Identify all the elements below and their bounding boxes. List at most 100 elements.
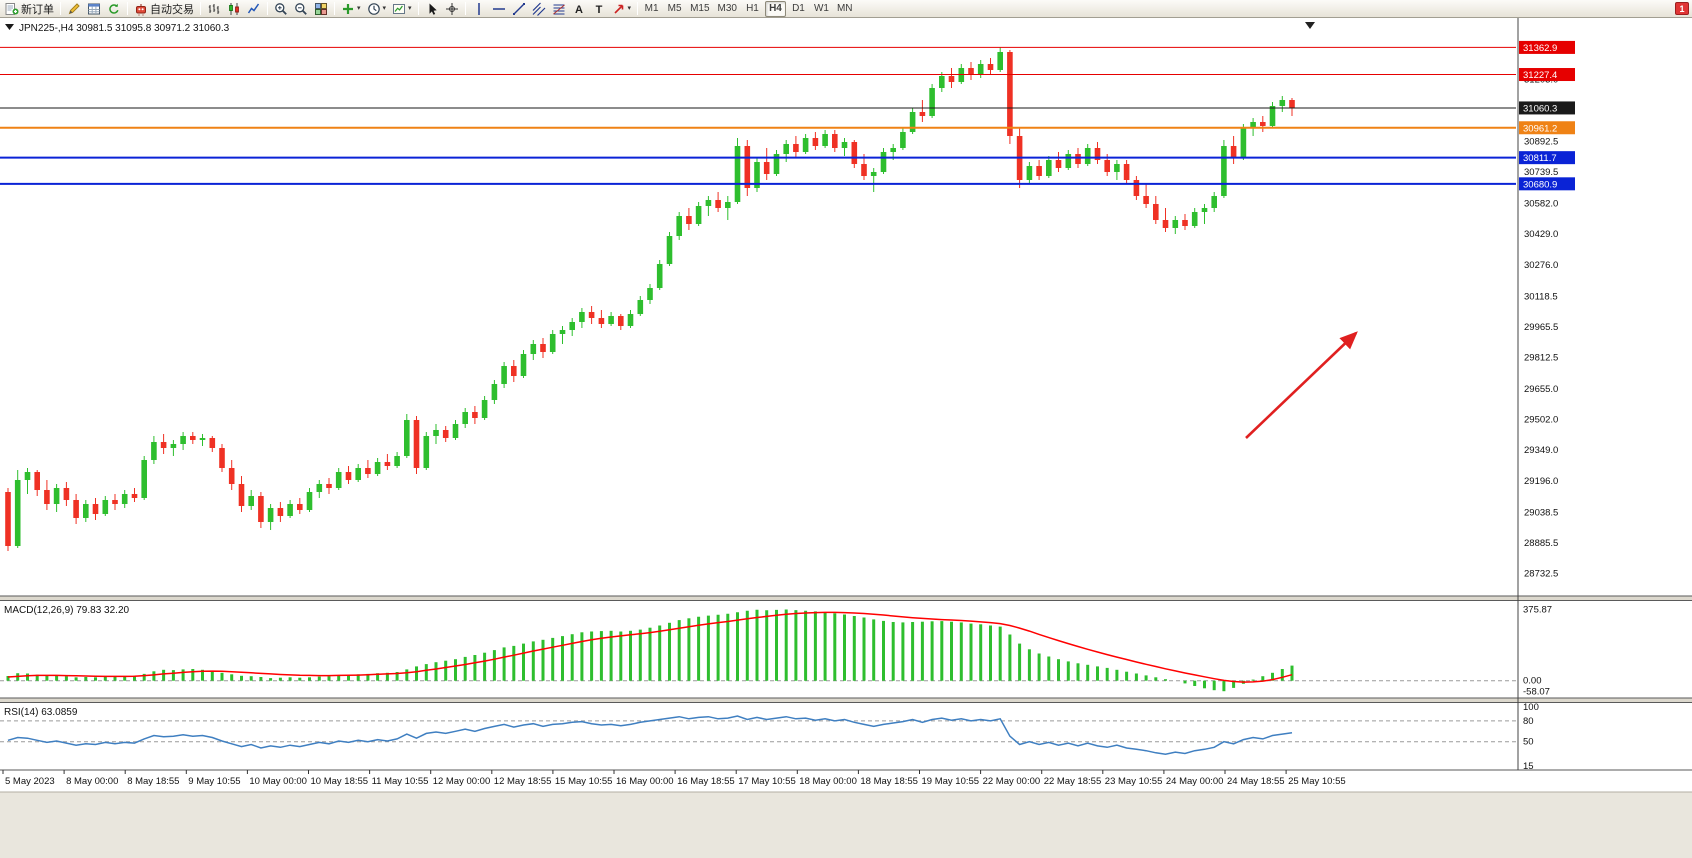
text-label-button[interactable]: T — [589, 1, 609, 17]
market-watch-button[interactable] — [84, 1, 104, 17]
candle — [394, 456, 400, 466]
time-axis-label: 16 May 18:55 — [677, 776, 735, 787]
tf-m30-button[interactable]: M30 — [715, 1, 740, 17]
tf-m5-button[interactable]: M5 — [664, 1, 685, 17]
price-axis[interactable] — [1519, 18, 1692, 770]
refresh-icon — [107, 2, 121, 16]
panel-splitter[interactable] — [0, 698, 1692, 703]
candle — [705, 200, 712, 206]
arrows-button[interactable]: ▾ — [609, 1, 635, 17]
vertical-line-button[interactable] — [469, 1, 489, 17]
candle — [442, 430, 449, 438]
trend-arrow-object[interactable] — [1245, 331, 1358, 439]
candle — [715, 200, 721, 208]
tf-w1-button[interactable]: W1 — [811, 1, 832, 17]
price-badge-text: 31227.4 — [1523, 70, 1557, 81]
candles-icon — [227, 2, 241, 16]
notification-badge[interactable]: 1 — [1675, 2, 1689, 15]
candle — [423, 436, 430, 468]
time-axis-label: 9 May 10:55 — [188, 776, 240, 787]
candle — [248, 496, 254, 506]
one-click-trading-toggle[interactable] — [5, 24, 14, 30]
candle — [832, 134, 838, 148]
chart-plot-area[interactable] — [0, 18, 1516, 596]
candle — [1172, 220, 1179, 228]
tf-d1-button-label: D1 — [792, 3, 805, 14]
time-axis[interactable] — [0, 770, 1692, 792]
candle — [267, 508, 274, 522]
candle — [501, 366, 507, 384]
horizontal-line-button[interactable] — [489, 1, 509, 17]
tf-m5-button-label: M5 — [667, 3, 682, 14]
price-axis-label: 30429.0 — [1524, 229, 1558, 240]
time-axis-label: 10 May 00:00 — [249, 776, 307, 787]
price-axis-label: 30739.5 — [1524, 167, 1558, 178]
fibonacci-button[interactable] — [549, 1, 569, 17]
tf-d1-button[interactable]: D1 — [788, 1, 809, 17]
tf-h4-button[interactable]: H4 — [764, 0, 786, 17]
support-line-upper-badge — [1519, 151, 1575, 165]
candle — [472, 412, 478, 418]
tf-m15-button[interactable]: M15 — [687, 1, 712, 17]
metaeditor-button[interactable] — [64, 1, 84, 17]
candle — [326, 484, 332, 488]
candle — [1084, 148, 1091, 164]
tiles-icon — [314, 2, 328, 16]
chart-window[interactable]: JPN225-,H4 30981.5 31095.8 30971.2 31060… — [0, 18, 1692, 858]
periods-button[interactable]: ▾ — [364, 1, 390, 17]
equidistant-channel-button[interactable] — [529, 1, 549, 17]
candle — [647, 288, 653, 300]
templates-button[interactable]: ▾ — [389, 1, 415, 17]
indicators-button[interactable]: ▾ — [338, 1, 364, 17]
dropdown-arrow-icon: ▾ — [408, 5, 412, 12]
zoom-in-button[interactable] — [271, 1, 291, 17]
dropdown-arrow-icon: ▾ — [357, 5, 361, 12]
candle — [618, 316, 624, 326]
tf-mn-button[interactable]: MN — [834, 1, 856, 17]
tf-m15-button-label: M15 — [690, 3, 710, 14]
tile-windows-button[interactable] — [311, 1, 331, 17]
candle — [170, 444, 177, 448]
current-price-line-badge — [1519, 101, 1575, 115]
candle — [549, 334, 556, 352]
candle — [1123, 164, 1130, 180]
candle — [491, 384, 498, 400]
refresh-button[interactable] — [104, 1, 124, 17]
crosshair-button[interactable] — [442, 1, 462, 17]
candlestick-chart-button[interactable] — [224, 1, 244, 17]
tf-h1-button-label: H1 — [746, 3, 759, 14]
price-badge-text: 30811.7 — [1523, 153, 1557, 164]
new-order-button[interactable]: 新订单 — [2, 1, 57, 17]
rsi-axis-label: 50 — [1523, 737, 1534, 748]
time-axis-label: 12 May 18:55 — [494, 776, 552, 787]
panel-splitter[interactable] — [0, 596, 1692, 601]
candle — [676, 216, 682, 236]
time-axis-label: 18 May 00:00 — [799, 776, 857, 787]
cursor-button[interactable] — [422, 1, 442, 17]
toolbar-separator — [637, 2, 639, 15]
candle — [5, 492, 11, 546]
price-axis-label: 28885.5 — [1524, 538, 1558, 549]
autotrading-button[interactable]: 自动交易 — [131, 1, 197, 17]
zoom-out-button[interactable] — [291, 1, 311, 17]
tf-m1-button[interactable]: M1 — [641, 1, 662, 17]
scroll-to-end-marker[interactable] — [1305, 22, 1315, 29]
zoom-in-icon — [274, 2, 288, 16]
time-axis-label: 8 May 18:55 — [127, 776, 179, 787]
text-button[interactable]: A — [569, 1, 589, 17]
candle — [238, 484, 245, 506]
trendline-button[interactable] — [509, 1, 529, 17]
candle — [851, 142, 858, 164]
toolbar-separator — [200, 2, 201, 15]
price-badge-text: 31362.9 — [1523, 43, 1557, 54]
rsi-axis-label: 80 — [1523, 716, 1534, 727]
candle — [822, 134, 828, 146]
tf-h1-button[interactable]: H1 — [742, 1, 763, 17]
price-axis-label: 29655.0 — [1524, 384, 1558, 395]
time-axis-label: 24 May 18:55 — [1227, 776, 1285, 787]
candle — [433, 430, 439, 436]
line-chart-button[interactable] — [244, 1, 264, 17]
time-axis-label: 5 May 2023 — [5, 776, 55, 787]
bar-chart-button[interactable] — [204, 1, 224, 17]
